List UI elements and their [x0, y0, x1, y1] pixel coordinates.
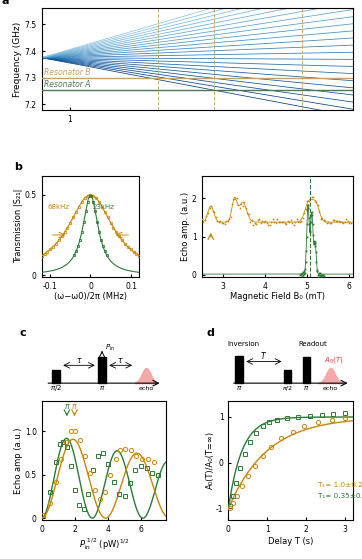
Text: $\pi$: $\pi$ [303, 383, 310, 392]
Text: Readout: Readout [299, 342, 328, 347]
Text: echo: echo [139, 386, 154, 391]
Text: T₁= 0.35±0.1 s: T₁= 0.35±0.1 s [318, 494, 362, 500]
Text: Resonator B: Resonator B [45, 68, 91, 77]
Text: c: c [19, 328, 26, 338]
X-axis label: (ω−ω0)/2π (MHz): (ω−ω0)/2π (MHz) [54, 292, 127, 301]
Text: 23kHz: 23kHz [93, 205, 114, 210]
Bar [285, 369, 291, 383]
Text: T₁= 1.0±0.2 s: T₁= 1.0±0.2 s [318, 482, 362, 487]
Text: d: d [206, 328, 214, 338]
Y-axis label: A₀(T)/A₀(T=∞): A₀(T)/A₀(T=∞) [206, 432, 215, 490]
X-axis label: $P_{\rm in}^{\ 1/2}\ {\rm (pW)}^{1/2}$: $P_{\rm in}^{\ 1/2}\ {\rm (pW)}^{1/2}$ [79, 537, 129, 552]
X-axis label: Magnetic Field B₀ (mT): Magnetic Field B₀ (mT) [230, 292, 325, 301]
Text: Resonator A: Resonator A [45, 80, 91, 89]
Text: echo: echo [323, 386, 338, 391]
Y-axis label: Echo amp (a.u.): Echo amp (a.u.) [14, 427, 23, 494]
Bar [98, 357, 106, 383]
Text: $\pi$: $\pi$ [236, 383, 242, 392]
Bar [235, 356, 243, 383]
Text: $\pi/2$: $\pi/2$ [50, 383, 62, 392]
Text: $P_{\rm in}$: $P_{\rm in}$ [105, 343, 115, 353]
Text: $A_0(T)$: $A_0(T)$ [324, 355, 344, 365]
Y-axis label: Transmission |S₂₁|: Transmission |S₂₁| [14, 189, 23, 263]
Text: Inversion: Inversion [227, 342, 260, 347]
Text: $\pi$: $\pi$ [63, 402, 70, 411]
Text: b: b [14, 163, 22, 172]
Text: $\pi$: $\pi$ [99, 383, 105, 392]
Text: $\tau$: $\tau$ [117, 356, 124, 364]
Bar [52, 369, 60, 383]
Text: $T$: $T$ [260, 350, 268, 361]
X-axis label: Delay T (s): Delay T (s) [268, 537, 313, 546]
Y-axis label: Echo amp. (a.u.): Echo amp. (a.u.) [181, 192, 190, 260]
Text: $\pi$: $\pi$ [71, 402, 78, 411]
Text: $\pi/2$: $\pi/2$ [282, 384, 294, 392]
Text: 68kHz: 68kHz [48, 205, 70, 210]
Text: a: a [1, 0, 9, 6]
Y-axis label: Frequency (GHz): Frequency (GHz) [13, 21, 22, 97]
Bar [303, 357, 310, 383]
Text: $\tau$: $\tau$ [76, 356, 82, 364]
